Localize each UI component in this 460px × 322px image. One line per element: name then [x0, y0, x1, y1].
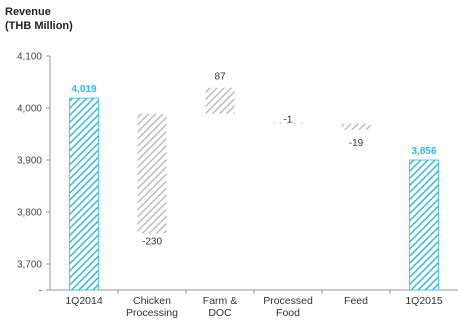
data-label: 87	[214, 72, 226, 83]
bar-chicken-processing	[137, 113, 167, 234]
y-axis-title-line1: Revenue	[5, 6, 51, 18]
x-tick-label: Processed	[263, 295, 313, 307]
bar-feed	[341, 123, 371, 130]
x-tick-label: Feed	[344, 295, 368, 307]
y-tick-label: 3,900	[17, 156, 42, 167]
x-tick-label: Processing	[126, 307, 178, 319]
x-tick-label: Farm &	[203, 295, 237, 307]
x-tick-label: Chicken	[133, 295, 171, 307]
y-tick-label: 4,100	[17, 52, 42, 63]
x-tick-label: Food	[276, 307, 300, 319]
bar-processed-food	[273, 122, 303, 124]
y-axis-title: Revenue (THB Million)	[5, 5, 73, 33]
bar-1q2015	[409, 159, 439, 291]
x-tick-label: 1Q2015	[405, 295, 443, 307]
data-label: -230	[142, 236, 162, 247]
x-tick-label: 1Q2014	[65, 295, 103, 307]
bar-farm-doc	[205, 87, 235, 114]
x-tick-label: DOC	[208, 307, 232, 319]
y-axis-title-line2: (THB Million)	[5, 20, 73, 32]
y-tick-label: 3,800	[17, 208, 42, 219]
data-label: 3,856	[411, 146, 436, 157]
data-label: 4,019	[71, 84, 96, 95]
data-label: -1	[284, 115, 293, 126]
y-tick-label: -	[39, 286, 42, 297]
bar-1q2014	[69, 97, 99, 291]
data-label: -19	[349, 138, 364, 149]
y-tick-label: 4,000	[17, 104, 42, 115]
y-tick-label: 3,700	[17, 260, 42, 271]
